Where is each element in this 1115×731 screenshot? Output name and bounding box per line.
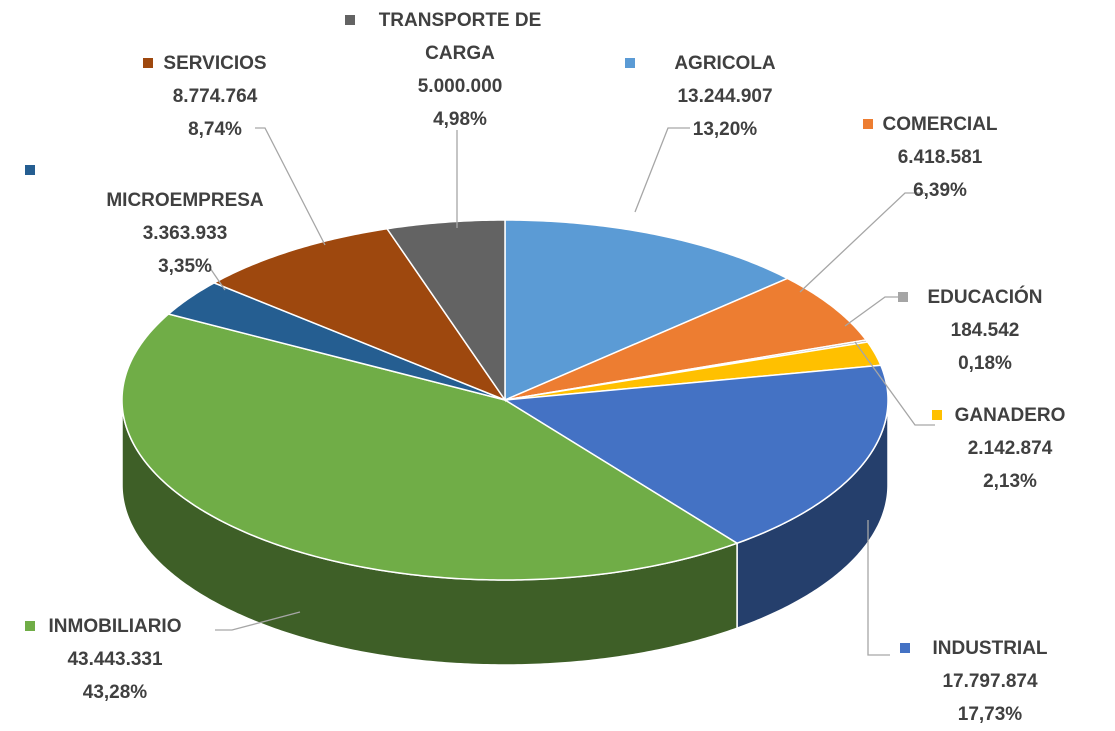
slice: [502, 364, 889, 545]
legend-marker: [898, 292, 908, 302]
label-value: 2.142.874: [967, 438, 1053, 459]
slice: [212, 227, 508, 402]
data-label: INDUSTRIAL 17.797.874 17,73%: [890, 632, 1090, 731]
legend-marker: [625, 58, 635, 68]
label-percent: 6,39%: [913, 180, 967, 201]
label-name: SERVICIOS: [163, 53, 267, 74]
label-percent: 17,73%: [957, 704, 1023, 725]
label-name: COMERCIAL: [882, 114, 998, 135]
label-percent: 4,98%: [433, 109, 487, 130]
leader-line: [844, 296, 900, 327]
leader-line: [854, 341, 935, 426]
slice: [166, 282, 506, 401]
slice: [504, 277, 868, 401]
leader-line: [867, 520, 890, 656]
leader-line: [799, 192, 925, 293]
data-label: AGRICOLA 13.244.907 13,20%: [625, 47, 825, 146]
label-name: INDUSTRIAL: [932, 638, 1048, 659]
leader-line: [209, 267, 226, 291]
slice: [121, 313, 739, 581]
data-label: GANADERO 2.142.874 2,13%: [910, 399, 1110, 498]
label-value: 17.797.874: [942, 671, 1038, 692]
label-percent: 0,18%: [958, 353, 1012, 374]
slice: [504, 341, 882, 401]
legend-marker: [25, 621, 35, 631]
label-percent: 8,74%: [188, 119, 242, 140]
label-name: TRANSPORTE DE CARGA: [378, 10, 542, 64]
legend-marker: [143, 58, 153, 68]
label-value: 6.418.581: [897, 147, 983, 168]
label-value: 8.774.764: [172, 86, 258, 107]
slice: [385, 219, 506, 403]
label-name: AGRICOLA: [674, 53, 776, 74]
data-label: EDUCACIÓN 184.542 0,18%: [885, 281, 1085, 380]
label-name: EDUCACIÓN: [927, 287, 1043, 308]
label-value: 5.000.000: [417, 76, 503, 97]
data-label: MICROEMPRESA 3.363.933 3,35%: [55, 184, 315, 283]
data-label: INMOBILIARIO 43.443.331 43,28%: [15, 610, 215, 709]
legend-marker: [25, 165, 35, 175]
label-name: INMOBILIARIO: [48, 616, 182, 637]
label-value: 3.363.933: [142, 223, 228, 244]
legend-marker: [345, 15, 355, 25]
label-percent: 43,28%: [82, 682, 148, 703]
label-name: MICROEMPRESA: [106, 190, 264, 211]
data-label: SERVICIOS 8.774.764 8,74%: [115, 47, 315, 146]
data-label: TRANSPORTE DE CARGA 5.000.000 4,98%: [365, 4, 555, 136]
label-name: GANADERO: [954, 405, 1066, 426]
leader-line: [634, 127, 690, 213]
slices: [121, 219, 889, 581]
legend-marker: [863, 119, 873, 129]
data-label: COMERCIAL 6.418.581 6,39%: [840, 108, 1040, 207]
label-value: 184.542: [950, 320, 1020, 341]
leader-line: [215, 611, 301, 631]
legend-marker: [932, 410, 942, 420]
label-value: 13.244.907: [677, 86, 773, 107]
leader-line: [255, 127, 326, 246]
label-percent: 3,35%: [158, 256, 212, 277]
label-value: 43.443.331: [67, 649, 163, 670]
label-percent: 13,20%: [692, 119, 758, 140]
slice: [504, 219, 790, 402]
label-percent: 2,13%: [983, 471, 1037, 492]
legend-marker: [900, 643, 910, 653]
